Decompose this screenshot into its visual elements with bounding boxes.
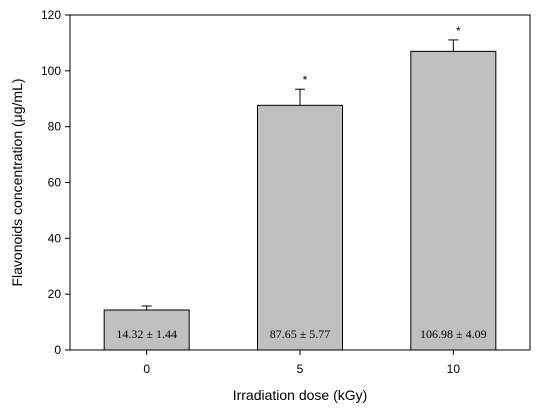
y-tick-label: 80 bbox=[48, 120, 62, 134]
x-tick-label: 0 bbox=[143, 362, 150, 376]
data-label: 87.65 ± 5.77 bbox=[270, 327, 331, 341]
data-label: 14.32 ± 1.44 bbox=[116, 327, 177, 341]
significance-marker: * bbox=[303, 73, 308, 87]
x-tick-label: 5 bbox=[297, 362, 304, 376]
y-tick-label: 100 bbox=[41, 64, 61, 78]
y-axis: 0 20 40 60 80 100 120 bbox=[41, 8, 70, 357]
y-axis-title: Flavonoids concentration (μg/mL) bbox=[9, 78, 25, 286]
x-axis: 0 5 10 bbox=[143, 350, 460, 376]
x-tick-label: 10 bbox=[447, 362, 461, 376]
x-axis-title: Irradiation dose (kGy) bbox=[233, 387, 368, 403]
y-tick-label: 20 bbox=[48, 287, 62, 301]
y-tick-label: 40 bbox=[48, 231, 62, 245]
y-tick-label: 60 bbox=[48, 176, 62, 190]
data-labels-layer: 14.32 ± 1.44 87.65 ± 5.77 106.98 ± 4.09 bbox=[116, 327, 486, 341]
significance-marker: * bbox=[456, 24, 461, 38]
y-tick-label: 120 bbox=[41, 8, 61, 22]
significance-layer: ** bbox=[303, 24, 461, 87]
bar bbox=[410, 50, 497, 351]
error-bars-layer bbox=[141, 39, 459, 311]
data-label: 106.98 ± 4.09 bbox=[420, 327, 487, 341]
y-tick-label: 0 bbox=[54, 343, 61, 357]
bar bbox=[103, 309, 190, 351]
bar bbox=[257, 104, 343, 351]
